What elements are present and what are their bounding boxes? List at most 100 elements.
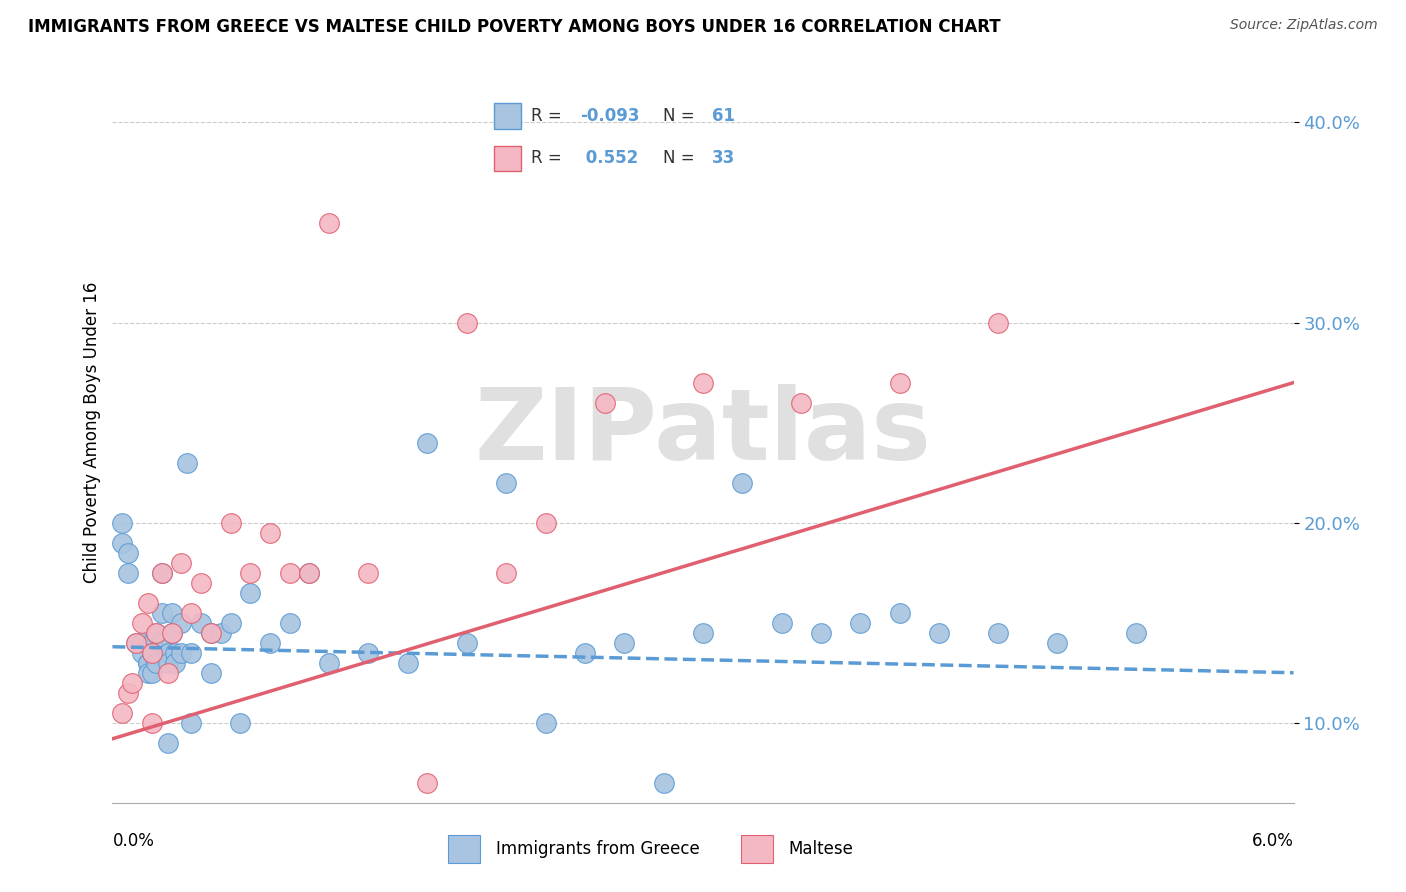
Point: [111, 706, 134, 720]
Point: [156, 665, 179, 680]
Point: [150, 566, 173, 580]
Point: [150, 606, 173, 620]
Point: [209, 625, 232, 640]
Point: [219, 615, 242, 630]
Point: [145, 656, 167, 670]
Point: [298, 566, 321, 580]
Point: [259, 636, 281, 650]
Point: [416, 776, 439, 790]
Point: [170, 556, 193, 570]
Point: [136, 596, 159, 610]
Point: [136, 656, 159, 670]
Point: [200, 625, 222, 640]
Point: [1046, 636, 1069, 650]
Point: [145, 625, 167, 640]
Point: [150, 566, 173, 580]
Point: [298, 566, 321, 580]
Point: [278, 566, 301, 580]
Point: [692, 625, 714, 640]
Point: [117, 566, 139, 580]
Text: 6.0%: 6.0%: [1251, 832, 1294, 850]
Point: [889, 606, 911, 620]
Point: [165, 646, 187, 660]
Point: [170, 615, 193, 630]
Point: [495, 566, 517, 580]
Point: [111, 516, 134, 530]
Point: [456, 636, 478, 650]
Point: [117, 686, 139, 700]
Point: [150, 636, 173, 650]
Point: [259, 525, 281, 540]
Point: [125, 636, 148, 650]
Point: [987, 625, 1010, 640]
Point: [810, 625, 832, 640]
Point: [318, 215, 340, 229]
Point: [456, 316, 478, 330]
Point: [156, 656, 179, 670]
Point: [141, 646, 163, 660]
Point: [928, 625, 950, 640]
Point: [190, 575, 212, 590]
Point: [357, 566, 380, 580]
Point: [613, 636, 636, 650]
Point: [180, 606, 202, 620]
Point: [1125, 625, 1147, 640]
Point: [790, 395, 813, 409]
Point: [239, 585, 262, 599]
Point: [731, 475, 754, 490]
Text: ZIPatlas: ZIPatlas: [475, 384, 931, 481]
Point: [156, 646, 179, 660]
Point: [849, 615, 872, 630]
Point: [131, 646, 153, 660]
Point: [652, 776, 675, 790]
Point: [200, 625, 222, 640]
Point: [141, 636, 163, 650]
Point: [318, 656, 340, 670]
Point: [239, 566, 262, 580]
Point: [1125, 815, 1147, 830]
Text: Source: ZipAtlas.com: Source: ZipAtlas.com: [1230, 18, 1378, 32]
Point: [160, 625, 183, 640]
Point: [136, 665, 159, 680]
Point: [160, 625, 183, 640]
Point: [396, 656, 419, 670]
Point: [889, 376, 911, 390]
Point: [170, 646, 193, 660]
Point: [229, 715, 252, 730]
Point: [180, 715, 202, 730]
Point: [117, 546, 139, 560]
Point: [357, 646, 380, 660]
Point: [111, 535, 134, 549]
Point: [165, 656, 187, 670]
Text: 0.0%: 0.0%: [112, 832, 155, 850]
Point: [141, 646, 163, 660]
Point: [131, 615, 153, 630]
Point: [121, 675, 143, 690]
Point: [160, 606, 183, 620]
Point: [278, 615, 301, 630]
Text: IMMIGRANTS FROM GREECE VS MALTESE CHILD POVERTY AMONG BOYS UNDER 16 CORRELATION : IMMIGRANTS FROM GREECE VS MALTESE CHILD …: [28, 18, 1001, 36]
Point: [200, 665, 222, 680]
Point: [574, 646, 596, 660]
Point: [131, 636, 153, 650]
Point: [190, 615, 212, 630]
Y-axis label: Child Poverty Among Boys Under 16: Child Poverty Among Boys Under 16: [83, 282, 101, 583]
Point: [692, 376, 714, 390]
Point: [180, 646, 202, 660]
Point: [534, 516, 557, 530]
Point: [593, 395, 616, 409]
Point: [176, 456, 198, 470]
Point: [141, 665, 163, 680]
Point: [136, 656, 159, 670]
Point: [141, 636, 163, 650]
Point: [141, 715, 163, 730]
Point: [770, 615, 793, 630]
Point: [495, 475, 517, 490]
Point: [156, 736, 179, 750]
Point: [219, 516, 242, 530]
Point: [416, 435, 439, 450]
Point: [987, 316, 1010, 330]
Point: [534, 715, 557, 730]
Point: [145, 625, 167, 640]
Point: [125, 636, 148, 650]
